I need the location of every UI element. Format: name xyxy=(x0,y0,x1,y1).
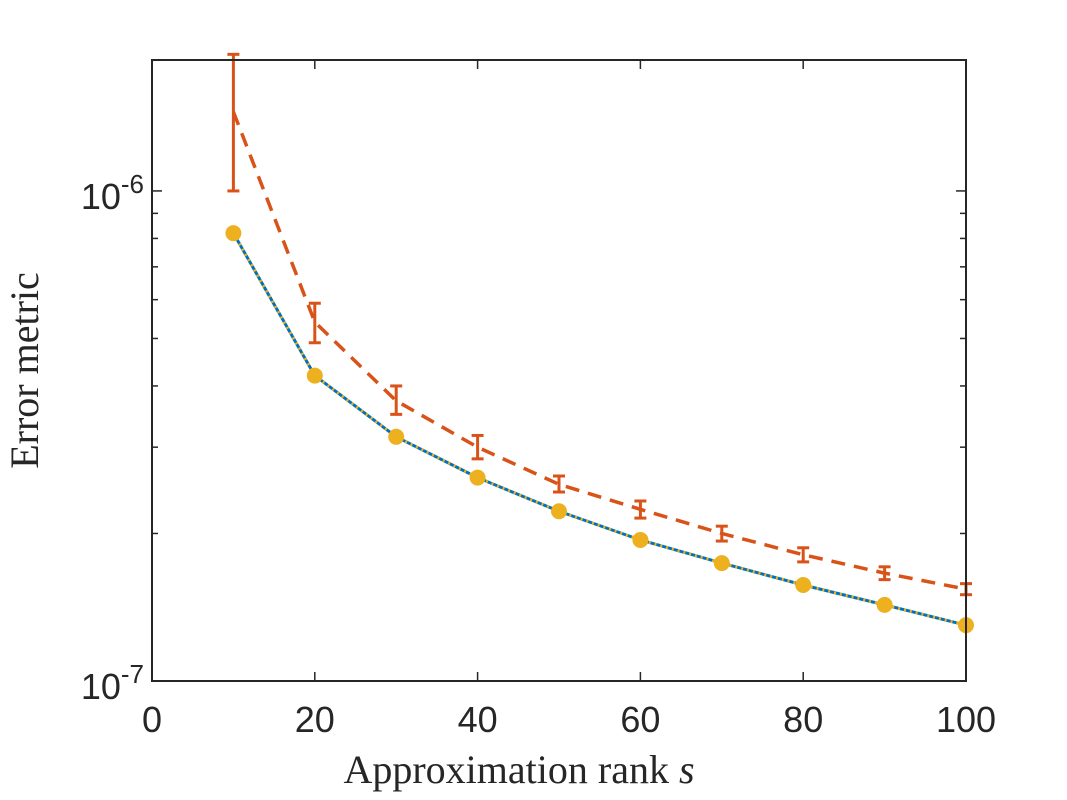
data-point xyxy=(795,576,812,593)
data-point xyxy=(225,225,242,242)
series-layer xyxy=(225,52,974,634)
error-bar xyxy=(797,546,810,564)
x-tick-label: 60 xyxy=(620,699,660,740)
x-axis-title-variable: s xyxy=(679,747,695,792)
y-axis-title: Error metric xyxy=(2,272,47,469)
x-tick-label: 100 xyxy=(936,699,996,740)
data-point xyxy=(388,428,405,445)
error-bar xyxy=(553,474,565,494)
error-bar xyxy=(308,301,321,345)
x-tick-label: 0 xyxy=(142,699,162,740)
data-point xyxy=(713,555,730,572)
y-tick-label-exponent: -6 xyxy=(121,169,144,199)
y-tick-label-base: 10 xyxy=(81,666,121,707)
axes-box xyxy=(151,59,967,682)
error-bar xyxy=(390,384,403,416)
error-bar xyxy=(227,52,240,193)
axes-frame xyxy=(151,59,967,682)
x-tick-label: 80 xyxy=(783,699,823,740)
data-point xyxy=(551,503,567,520)
series-line-1 xyxy=(232,232,967,627)
data-point xyxy=(632,531,649,548)
x-tick-label: 40 xyxy=(458,699,498,740)
error-bar xyxy=(878,565,891,582)
plot-area xyxy=(152,60,966,681)
error-bar xyxy=(471,433,484,461)
x-axis-title-text: Approximation rank xyxy=(343,747,679,792)
tick-layer xyxy=(151,60,967,682)
y-tick-label-base: 10 xyxy=(81,176,121,217)
error-bar xyxy=(715,524,728,543)
data-point xyxy=(306,367,323,384)
plot-background xyxy=(152,60,966,681)
x-tick-label: 20 xyxy=(295,699,335,740)
x-axis-title: Approximation rank s xyxy=(343,747,694,792)
data-point xyxy=(876,596,893,613)
y-tick-label: 10-7 xyxy=(81,659,144,707)
series-line-2 xyxy=(231,111,967,591)
y-tick-label: 10-6 xyxy=(81,169,144,217)
y-tick-label-exponent: -7 xyxy=(121,659,144,689)
error-bar xyxy=(634,499,647,520)
data-point xyxy=(469,469,486,486)
